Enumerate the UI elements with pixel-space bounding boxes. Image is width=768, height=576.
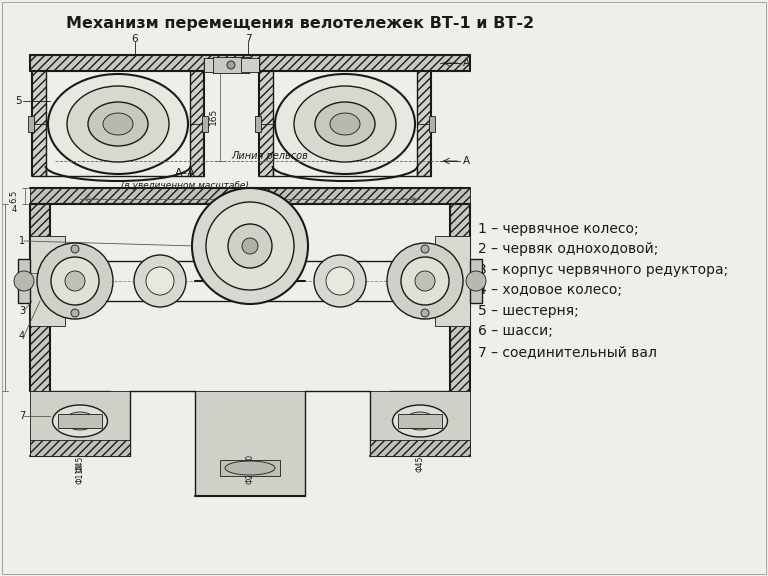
Ellipse shape [65, 412, 95, 430]
Circle shape [71, 309, 79, 317]
Text: 4: 4 [12, 204, 17, 214]
Ellipse shape [225, 461, 275, 475]
Text: Механизм перемещения велотележек ВТ-1 и ВТ-2: Механизм перемещения велотележек ВТ-1 и … [66, 16, 534, 31]
Circle shape [192, 188, 308, 304]
Bar [32, 71, 46, 176]
Circle shape [51, 257, 99, 305]
Bar [30, 391, 130, 456]
Text: Ф45: Ф45 [75, 456, 84, 472]
Circle shape [387, 243, 463, 319]
Text: 5: 5 [15, 96, 22, 106]
Text: 4: 4 [19, 331, 25, 341]
Bar [429, 116, 435, 132]
Circle shape [14, 271, 34, 291]
Text: 350: 350 [240, 194, 260, 204]
Circle shape [71, 245, 79, 253]
Text: 165: 165 [208, 107, 217, 124]
Bar [28, 116, 34, 132]
Bar [195, 391, 305, 496]
Bar [30, 55, 470, 71]
Bar [202, 116, 208, 132]
Bar [220, 460, 280, 476]
Bar [450, 204, 470, 391]
Text: 1: 1 [19, 236, 25, 246]
Bar [58, 414, 102, 428]
Bar [470, 259, 482, 303]
Text: Ф110: Ф110 [75, 464, 84, 484]
Ellipse shape [405, 412, 435, 430]
Bar [213, 57, 249, 73]
Text: А: А [463, 156, 470, 166]
Text: Ф270: Ф270 [246, 453, 254, 475]
Text: 7: 7 [19, 411, 25, 421]
Circle shape [415, 271, 435, 291]
Bar [204, 58, 222, 72]
Circle shape [466, 271, 486, 291]
Text: 2 – червяк одноходовой;: 2 – червяк одноходовой; [478, 242, 658, 256]
Ellipse shape [315, 102, 375, 146]
Text: Линия рельсов: Линия рельсов [232, 151, 309, 161]
Text: Ф220: Ф220 [246, 464, 254, 484]
Text: 6.5: 6.5 [9, 190, 18, 203]
Bar [370, 391, 470, 456]
Text: 2: 2 [19, 268, 25, 278]
Text: (в увеличенном масштабе): (в увеличенном масштабе) [121, 180, 249, 190]
Text: 1 – червячное колесо;: 1 – червячное колесо; [478, 222, 638, 236]
Text: 3 – корпус червячного редуктора;: 3 – корпус червячного редуктора; [478, 263, 728, 276]
Bar [255, 116, 261, 132]
Bar [30, 440, 130, 456]
Ellipse shape [48, 74, 188, 174]
Ellipse shape [52, 405, 108, 437]
Circle shape [206, 202, 294, 290]
Circle shape [37, 243, 113, 319]
Bar [30, 236, 65, 326]
Text: 3: 3 [19, 306, 25, 316]
Text: 7 – соединительный вал: 7 – соединительный вал [478, 345, 657, 359]
Ellipse shape [275, 74, 415, 174]
Text: 4 – ходовое колесо;: 4 – ходовое колесо; [478, 283, 622, 297]
Text: 5 – шестерня;: 5 – шестерня; [478, 304, 578, 318]
Ellipse shape [294, 86, 396, 162]
Text: 7: 7 [245, 34, 251, 44]
Bar [241, 58, 259, 72]
Ellipse shape [67, 86, 169, 162]
Circle shape [227, 61, 235, 69]
Circle shape [134, 255, 186, 307]
Bar [398, 414, 442, 428]
Circle shape [228, 224, 272, 268]
Ellipse shape [330, 113, 360, 135]
Circle shape [421, 309, 429, 317]
Circle shape [326, 267, 354, 295]
Text: 6 – шасси;: 6 – шасси; [478, 324, 552, 338]
Ellipse shape [103, 113, 133, 135]
Text: А: А [463, 58, 470, 68]
Ellipse shape [392, 405, 448, 437]
Bar [370, 440, 470, 456]
Bar [259, 71, 273, 176]
Bar [18, 259, 30, 303]
Bar [30, 188, 470, 204]
Circle shape [401, 257, 449, 305]
Bar [190, 71, 204, 176]
Bar [435, 236, 470, 326]
Text: А–А: А–А [174, 168, 195, 178]
Circle shape [314, 255, 366, 307]
Bar [417, 71, 431, 176]
Circle shape [146, 267, 174, 295]
Text: Ф45: Ф45 [415, 456, 425, 472]
Circle shape [242, 238, 258, 254]
Bar [30, 204, 50, 391]
Circle shape [65, 271, 85, 291]
Circle shape [421, 245, 429, 253]
Text: 6: 6 [131, 34, 138, 44]
Ellipse shape [88, 102, 148, 146]
